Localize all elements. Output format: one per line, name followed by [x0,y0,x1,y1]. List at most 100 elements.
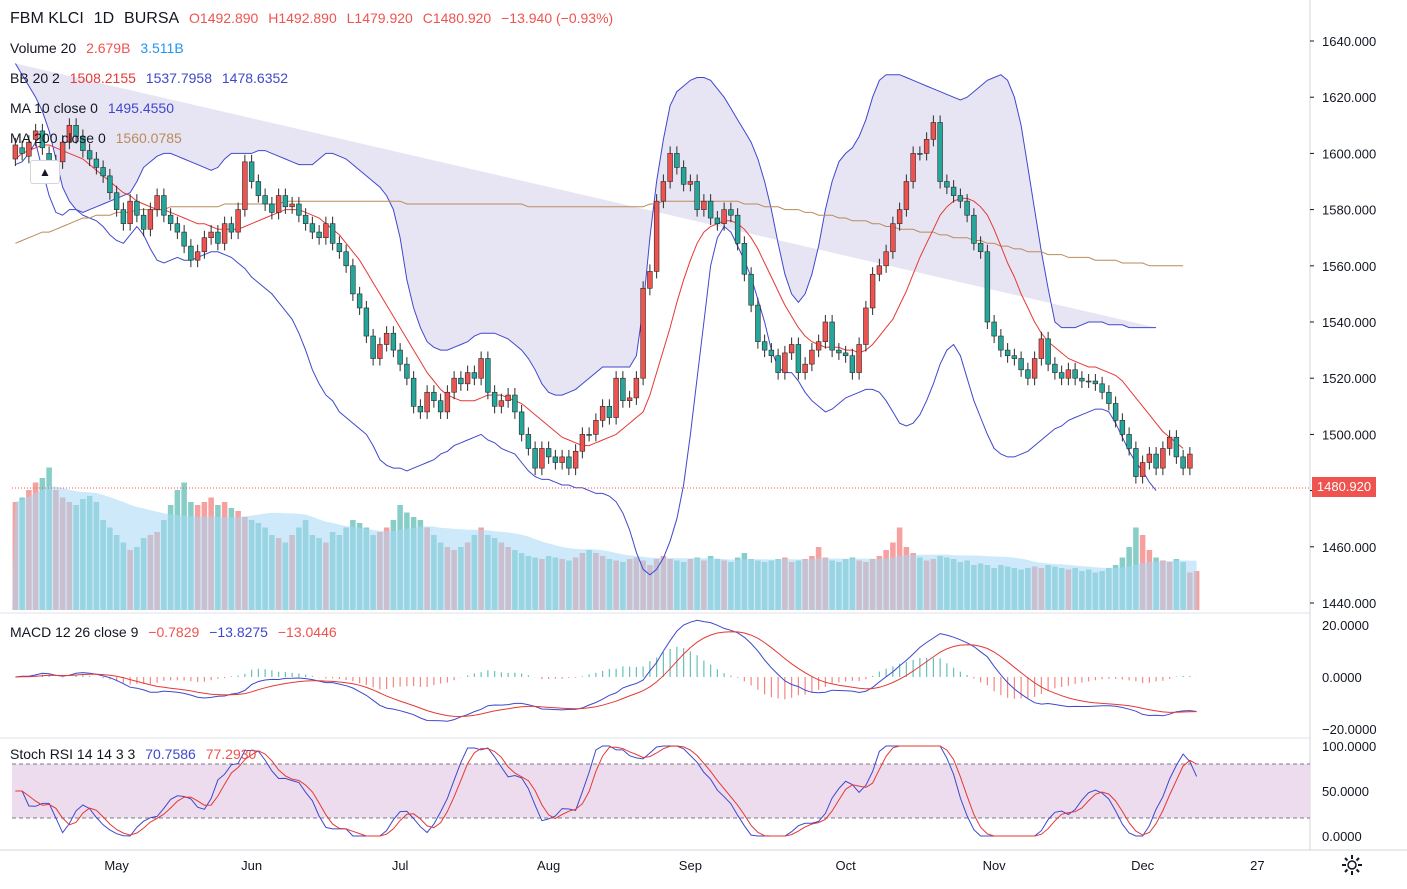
stoch-legend[interactable]: Stoch RSI 14 14 3 3 70.7586 77.2930 [10,746,262,762]
candle-body [802,363,808,373]
ma10-legend[interactable]: MA 10 close 0 1495.4550 [10,100,180,116]
time-axis-label: Sep [679,858,702,873]
candle-body [755,304,761,342]
candle-body [1133,448,1139,477]
stoch-k-value: 70.7586 [145,746,196,762]
candle-body [93,158,100,168]
candle-body [134,200,140,216]
candle-body [1025,369,1031,379]
macd-tick-label: −20.0000 [1322,722,1377,737]
candle-body [59,141,66,163]
candle-body [194,251,201,261]
open-value: O1492.890 [189,10,259,26]
bb-label: BB 20 2 [10,70,60,86]
candle-body [937,122,943,182]
candle-body [390,332,397,351]
candle-body [80,136,86,151]
candle-body [215,231,221,244]
candle-body [856,344,862,373]
candle-body [444,391,451,413]
candle-body [775,355,781,373]
volume-ma-value: 3.511B [140,40,184,56]
candle-body [363,307,370,337]
macd-legend[interactable]: MACD 12 26 close 9 −0.7829 −13.8275 −13.… [10,624,343,640]
price-tick-label: 1440.000 [1322,596,1376,611]
candle-body [572,450,579,469]
candle-body [289,203,295,208]
time-axis-label: 27 [1250,858,1264,873]
candle-body [19,147,25,154]
candle-body [613,377,619,418]
macd-line [15,619,1197,722]
candle-body [188,245,194,261]
price-tick-label: 1520.000 [1322,371,1376,386]
interval-label[interactable]: 1D [93,10,115,27]
candle-body [694,181,700,210]
collapse-legend-button[interactable]: ▲ [30,160,60,184]
candle-body [336,243,343,253]
stoch-d-line [15,745,1197,837]
ma200-line [15,200,1184,267]
candle-body [296,203,302,216]
gear-icon[interactable] [1341,854,1363,876]
candle-body [167,214,174,224]
macd-signal-line [15,631,1197,718]
candle-body [707,200,714,219]
close-value: C1480.920 [422,10,492,26]
symbol-name[interactable]: FBM KLCI [10,10,84,27]
time-axis-label: Aug [537,858,560,873]
candle-body [599,405,606,421]
candle-body [1052,363,1058,373]
bb-legend[interactable]: BB 20 2 1508.2155 1537.7958 1478.6352 [10,70,294,86]
volume-label: Volume 20 [10,40,77,56]
ma10-line [15,144,1184,449]
candle-body [1160,448,1166,469]
price-tick-label: 1580.000 [1322,203,1376,218]
candle-body [397,349,403,365]
candle-body [235,209,241,233]
volume-bar [1193,571,1200,610]
candle-body [120,209,127,224]
candle-body [1126,434,1132,449]
candle-body [410,377,417,407]
candle-body [1146,453,1153,463]
candle-body [12,144,19,160]
candle-body [714,217,721,224]
candle-body [282,195,289,208]
candle-body [809,349,815,365]
candle-body [606,405,613,418]
stoch-tick-label: 0.0000 [1322,829,1362,844]
candle-body [903,181,910,210]
candle-body [923,139,930,154]
candle-body [896,209,903,224]
candle-body [262,195,268,205]
volume-legend[interactable]: Volume 20 2.679B 3.511B [10,40,190,56]
candle-body [431,391,437,401]
candle-body [991,321,997,337]
candle-body [66,125,73,143]
candle-body [1031,358,1038,379]
candle-body [464,372,471,385]
candle-body [822,321,829,342]
candle-body [890,223,896,253]
candle-body [221,223,228,244]
time-axis-label: Dec [1131,858,1155,873]
candle-body [437,400,444,413]
candle-body [998,335,1004,351]
candle-body [1187,453,1193,469]
candle-body [566,456,572,469]
candle-body [505,394,511,401]
candle-body [417,405,424,413]
candle-body [620,377,626,401]
candle-body [680,167,687,185]
candle-body [377,344,383,359]
macd-tick-label: 0.0000 [1322,670,1362,685]
ma200-label: MA 200 close 0 [10,130,106,146]
candle-body [863,307,869,345]
ma200-legend[interactable]: MA 200 close 0 1560.0785 [10,130,188,146]
candle-body [667,153,673,182]
candle-body [255,181,262,196]
candle-body [316,231,322,239]
